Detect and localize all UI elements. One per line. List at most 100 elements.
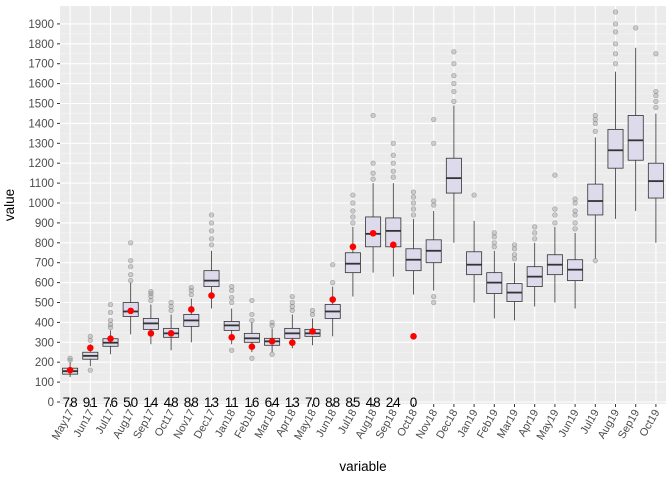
box-iqr: [587, 183, 604, 216]
outlier-point: [491, 230, 497, 236]
outlier-point: [128, 258, 134, 264]
box-iqr: [203, 270, 220, 287]
y-tick-label: 100: [35, 377, 54, 389]
outlier-point: [633, 25, 639, 31]
outlier-point: [410, 212, 417, 218]
outlier-point: [410, 189, 417, 195]
outlier-point: [511, 246, 518, 252]
count-label: 48: [164, 395, 179, 410]
box-iqr: [344, 252, 361, 274]
outlier-point: [653, 104, 659, 111]
outlier-point: [390, 140, 396, 146]
y-tick-label: 1100: [29, 178, 54, 190]
outlier-point: [229, 283, 235, 290]
outlier-point: [653, 51, 659, 57]
count-label: 76: [103, 395, 118, 410]
mean-point: [248, 343, 256, 350]
outlier-point: [532, 224, 538, 230]
outlier-point: [592, 112, 598, 119]
x-axis-title: variable: [339, 459, 386, 474]
y-axis-ticks: 0 100 200 300 400 500 600 700 800 900 1000 1100 1200…: [28, 19, 60, 409]
y-tick-label: 300: [35, 337, 54, 349]
outlier-point: [491, 240, 497, 246]
outlier-point: [592, 116, 598, 123]
y-tick-label: 1600: [28, 79, 54, 91]
outlier-point: [249, 297, 255, 304]
y-tick-label: 1400: [28, 118, 54, 130]
outlier-point: [87, 367, 93, 373]
box-iqr: [607, 128, 624, 169]
outlier-point: [350, 208, 356, 214]
outlier-point: [289, 293, 295, 300]
box-iqr: [445, 157, 462, 194]
count-label: 88: [325, 395, 340, 410]
outlier-point: [511, 252, 518, 258]
count-label: 13: [285, 395, 300, 410]
count-label: 13: [204, 395, 219, 410]
count-label: 70: [305, 395, 320, 410]
mean-point: [127, 307, 134, 315]
outlier-point: [370, 176, 376, 182]
x-tick-label: Oct19: [637, 408, 662, 439]
outlier-point: [431, 116, 437, 123]
outlier-point: [451, 98, 457, 105]
outlier-point: [249, 355, 255, 361]
outlier-point: [451, 81, 457, 87]
x-axis-ticks: May17Jun17Jul17Aug17Sep17Oct17Nov17Dec17…: [50, 404, 662, 443]
y-tick-label: 1700: [28, 59, 54, 71]
outlier-point: [309, 307, 316, 314]
outlier-point: [350, 220, 356, 226]
count-label: 24: [386, 395, 402, 410]
box-iqr: [627, 115, 644, 161]
outlier-point: [370, 112, 376, 119]
outlier-point: [128, 272, 134, 278]
outlier-point: [592, 258, 598, 264]
count-label: 91: [83, 395, 98, 410]
outlier-point: [451, 88, 457, 95]
outlier-point: [612, 51, 619, 57]
count-label: 48: [366, 395, 381, 410]
outlier-point: [128, 264, 134, 270]
outlier-point: [612, 41, 619, 47]
outlier-point: [67, 357, 73, 363]
outlier-point: [107, 321, 114, 328]
outlier-point: [330, 262, 336, 268]
count-label: 0: [410, 395, 418, 410]
outlier-point: [330, 280, 336, 286]
outlier-point: [168, 303, 174, 310]
y-tick-label: 900: [35, 218, 54, 230]
outlier-point: [592, 120, 598, 127]
outlier-point: [612, 21, 619, 27]
mean-point: [268, 338, 276, 345]
outlier-point: [511, 242, 518, 248]
mean-point: [107, 335, 114, 343]
outlier-point: [269, 319, 275, 326]
mean-point: [188, 306, 195, 313]
mean-point: [208, 292, 215, 299]
y-tick-label: 200: [35, 357, 54, 369]
outlier-point: [612, 29, 619, 35]
outlier-point: [552, 220, 558, 226]
x-tick-label: May17: [50, 408, 77, 443]
outlier-point: [289, 303, 295, 310]
outlier-point: [350, 214, 356, 220]
outlier-point: [188, 284, 194, 291]
outlier-point: [148, 297, 154, 304]
outlier-point: [229, 299, 235, 306]
y-tick-label: 1200: [28, 158, 54, 170]
outlier-point: [249, 311, 255, 318]
outlier-point: [431, 293, 437, 300]
mean-point: [309, 328, 316, 335]
outlier-point: [370, 170, 376, 176]
outlier-point: [148, 288, 154, 295]
y-tick-label: 400: [35, 317, 54, 329]
mean-point: [329, 296, 337, 303]
outlier-point: [229, 294, 235, 301]
y-tick-label: 1900: [28, 19, 54, 31]
outlier-point: [350, 192, 356, 198]
outlier-point: [208, 220, 215, 226]
x-tick-label: Jun19: [556, 408, 581, 440]
outlier-point: [653, 88, 659, 95]
outlier-point: [370, 160, 376, 166]
